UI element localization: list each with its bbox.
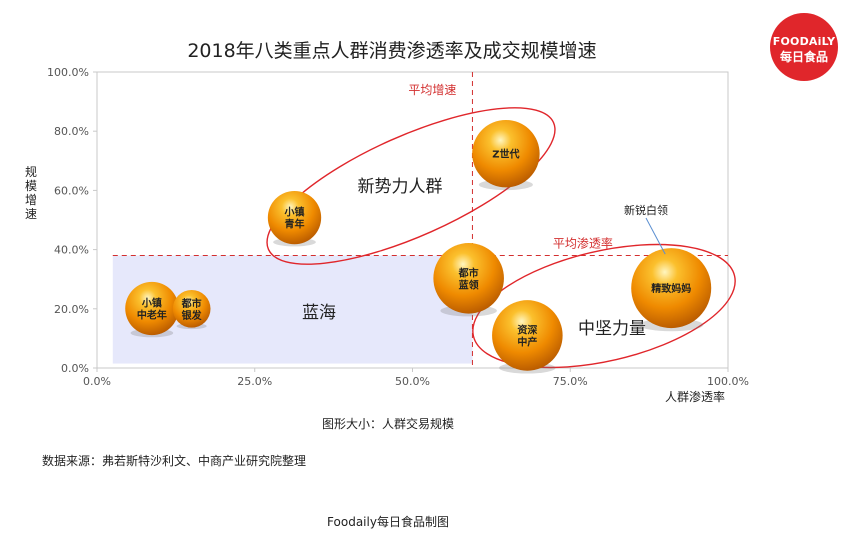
- bubble-point: [267, 190, 322, 245]
- bubble-label: 青年: [285, 218, 305, 231]
- bubble-label: 都市: [181, 297, 202, 310]
- x-axis-label: 人群渗透率: [665, 389, 725, 404]
- group-ellipse-mainstay: [472, 243, 736, 369]
- chart-credit: Foodaily每日食品制图: [327, 515, 449, 529]
- bubble-label: 小镇: [284, 206, 305, 219]
- bubble-point: [172, 289, 211, 328]
- x-tick-label: 100.0%: [707, 375, 749, 388]
- group-label-mainstay: 中坚力量: [578, 319, 646, 339]
- y-tick-label: 0.0%: [61, 362, 89, 375]
- callout-label: 新锐白领: [624, 203, 668, 217]
- x-tick-label: 75.0%: [553, 375, 588, 388]
- bubble-point: [472, 119, 540, 188]
- bubble-label: 都市: [458, 266, 479, 279]
- bubble-label: 中老年: [137, 309, 167, 322]
- y-tick-label: 40.0%: [54, 244, 89, 257]
- avg-penetration-label: 平均渗透率: [553, 236, 613, 251]
- y-tick-label: 80.0%: [54, 125, 89, 138]
- x-tick-label: 0.0%: [83, 375, 111, 388]
- logo-text-cn: 每日食品: [779, 50, 828, 64]
- group-label-new-force: 新势力人群: [358, 177, 443, 197]
- brand-logo: FOODAiLY 每日食品: [770, 13, 838, 81]
- bubble-point: [631, 248, 712, 329]
- bubble-point: [125, 281, 179, 336]
- y-tick-label: 60.0%: [54, 184, 89, 197]
- avg-growth-label: 平均增速: [408, 83, 456, 97]
- bubble-point: [433, 243, 504, 314]
- chart-title: 2018年八类重点人群消费渗透率及成交规模增速: [187, 40, 597, 62]
- blue-ocean-label: 蓝海: [302, 303, 336, 323]
- y-tick-label: 100.0%: [47, 66, 89, 79]
- data-source-note: 数据来源：弗若斯特沙利文、中商产业研究院整理: [42, 454, 307, 468]
- y-axis-label: 规模增速: [25, 164, 37, 221]
- bubble-label: 资深: [517, 323, 537, 336]
- logo-text-en: FOODAiLY: [772, 35, 836, 48]
- group-ellipse-new-force: [266, 107, 556, 265]
- bubble-label: 小镇: [141, 297, 162, 310]
- callout-leader: [645, 217, 666, 255]
- x-tick-label: 25.0%: [237, 375, 272, 388]
- bubble-label: 蓝领: [459, 278, 479, 291]
- x-tick-label: 50.0%: [395, 375, 430, 388]
- bubble-point: [492, 300, 563, 371]
- bubble-size-note: 图形大小：人群交易规模: [321, 417, 454, 431]
- bubble-label: 精致妈妈: [651, 282, 691, 295]
- bubble-label: Z世代: [492, 148, 519, 161]
- y-tick-label: 20.0%: [54, 303, 89, 316]
- bubble-label: 银发: [182, 309, 203, 322]
- bubble-label: 中产: [517, 335, 537, 348]
